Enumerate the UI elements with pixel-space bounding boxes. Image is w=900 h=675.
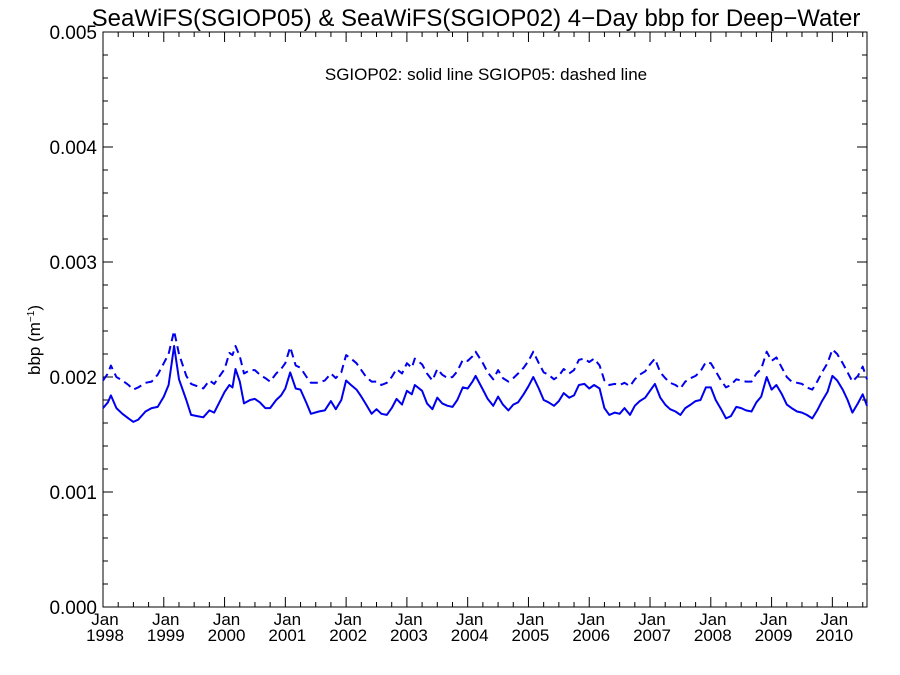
x-tick-month-label: Jan	[821, 610, 848, 629]
x-tick-year-label: 2009	[755, 626, 793, 645]
x-tick-month-label: Jan	[578, 610, 605, 629]
x-tick-month-label: Jan	[152, 610, 179, 629]
y-tick-label: 0.003	[49, 253, 97, 274]
x-tick-year-label: 1998	[86, 626, 124, 645]
x-tick-month-label: Jan	[91, 610, 118, 629]
x-tick-month-label: Jan	[274, 610, 301, 629]
x-tick-year-label: 2001	[268, 626, 306, 645]
y-axis-label-superscript: −1	[26, 310, 37, 322]
y-tick-label: 0.000	[49, 598, 97, 619]
plot-frame	[102, 31, 868, 608]
x-tick-year-label: 1999	[147, 626, 185, 645]
series-layer	[102, 330, 868, 423]
x-tick-year-label: 2010	[815, 626, 853, 645]
x-tick-month-label: Jan	[760, 610, 787, 629]
x-tick-year-label: 2005	[512, 626, 550, 645]
y-axis: 0.000 0.001 0.002 0.003 0.004 0.005	[49, 23, 867, 619]
x-tick-month-label: Jan	[213, 610, 240, 629]
y-tick-label: 0.005	[49, 23, 97, 44]
series-line-solid	[102, 345, 868, 423]
x-tick-year-label: 2002	[329, 626, 367, 645]
x-tick-month-label: Jan	[456, 610, 483, 629]
x-tick-month-label: Jan	[638, 610, 665, 629]
x-tick-year-label: 2004	[451, 626, 489, 645]
series-line-dashed	[102, 330, 868, 391]
x-tick-year-label: 2000	[208, 626, 246, 645]
x-tick-year-label: 2007	[633, 626, 671, 645]
y-axis-label-close: )	[25, 305, 44, 311]
chart-subtitle: SGIOP02: solid line SGIOP05: dashed line	[325, 65, 647, 84]
chart-title: SeaWiFS(SGIOP05) & SeaWiFS(SGIOP02) 4−Da…	[92, 5, 861, 32]
x-tick-month-label: Jan	[395, 610, 422, 629]
x-axis: Jan1998Jan1999Jan2000Jan2001Jan2002Jan20…	[86, 32, 864, 645]
x-tick-year-label: 2003	[390, 626, 428, 645]
x-tick-month-label: Jan	[517, 610, 544, 629]
x-tick-year-label: 2006	[572, 626, 610, 645]
y-tick-label: 0.001	[49, 483, 97, 504]
y-tick-label: 0.004	[49, 138, 97, 159]
y-axis-label-text: bbp (m	[25, 322, 44, 375]
y-axis-label: bbp (m−1)	[25, 305, 44, 375]
x-tick-month-label: Jan	[699, 610, 726, 629]
x-tick-year-label: 2008	[694, 626, 732, 645]
y-tick-label: 0.002	[49, 368, 97, 389]
x-tick-month-label: Jan	[334, 610, 361, 629]
